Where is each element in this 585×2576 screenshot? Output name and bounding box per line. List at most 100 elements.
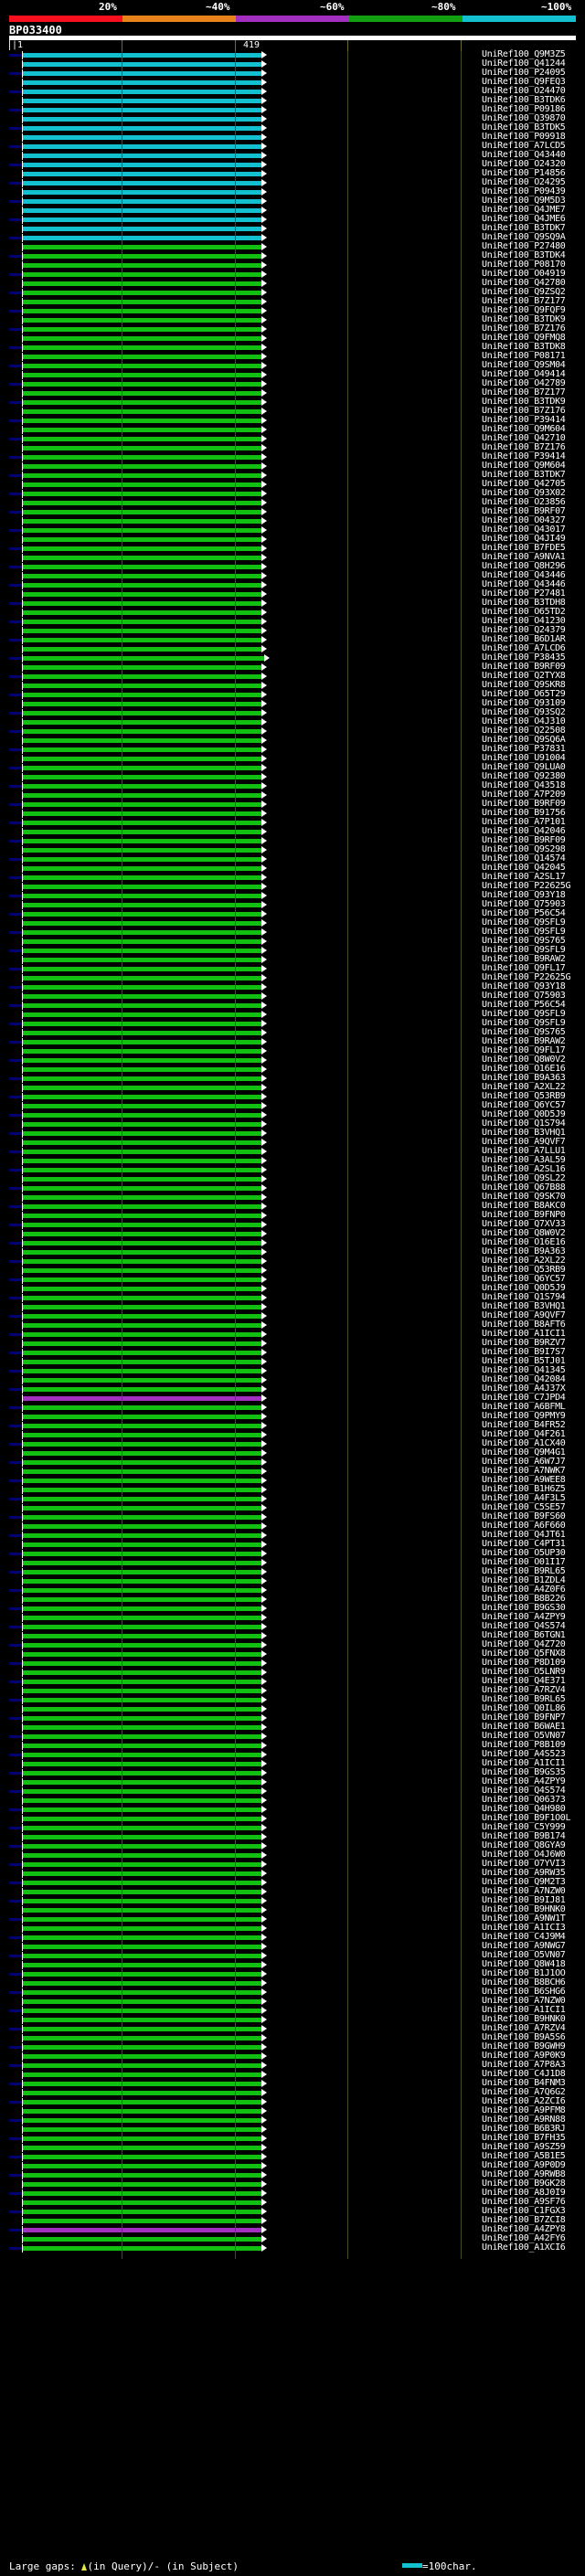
hit-id-label[interactable]: UniRef100_B9HNK0 (482, 2014, 566, 2024)
hsp-segment[interactable] (22, 391, 262, 396)
hsp-segment[interactable] (22, 1661, 262, 1666)
hsp-segment[interactable] (22, 1314, 262, 1319)
hit-row[interactable]: UniRef100_Q4S574 (0, 1622, 585, 1632)
hit-row[interactable]: UniRef100_B6D1AR (0, 635, 585, 645)
hsp-segment[interactable] (22, 684, 262, 688)
hsp-segment[interactable] (22, 1360, 262, 1364)
hit-id-label[interactable]: UniRef100_B1J1OO (482, 1968, 566, 1978)
hsp-segment[interactable] (22, 1570, 262, 1574)
hit-row[interactable]: UniRef100_P09439 (0, 187, 585, 197)
hit-id-label[interactable]: UniRef100_P37831 (482, 744, 566, 754)
hit-id-label[interactable]: UniRef100_O24470 (482, 86, 566, 96)
hit-row[interactable]: UniRef100_Q9SQ9A (0, 233, 585, 243)
hit-id-label[interactable]: UniRef100_B9FNP7 (482, 1712, 566, 1723)
hit-row[interactable]: UniRef100_A4Z0F6 (0, 1585, 585, 1595)
hit-row[interactable]: UniRef100_A7NWK7 (0, 1467, 585, 1477)
hsp-segment[interactable] (22, 528, 262, 533)
hit-id-label[interactable]: UniRef100_P39414 (482, 415, 566, 425)
hsp-segment[interactable] (22, 1214, 262, 1218)
hit-id-label[interactable]: UniRef100_Q9S765 (482, 936, 566, 946)
hit-row[interactable]: UniRef100_A9SZ59 (0, 2143, 585, 2153)
hsp-segment[interactable] (22, 1908, 262, 1913)
hit-row[interactable]: UniRef100_P39414 (0, 452, 585, 462)
hsp-segment[interactable] (22, 1835, 262, 1839)
hit-row[interactable]: UniRef100_O24320 (0, 159, 585, 170)
hit-id-label[interactable]: UniRef100_P09918 (482, 132, 566, 142)
hit-id-label[interactable]: UniRef100_B3TDK7 (482, 223, 566, 233)
hit-id-label[interactable]: UniRef100_B9A363 (482, 1073, 566, 1083)
hsp-segment[interactable] (22, 2200, 262, 2205)
hit-id-label[interactable]: UniRef100_Q9M604 (482, 461, 566, 471)
hit-row[interactable]: UniRef100_A7Q6G2 (0, 2088, 585, 2098)
hsp-segment[interactable] (22, 1031, 262, 1035)
hsp-segment[interactable] (22, 1104, 262, 1108)
hsp-segment[interactable] (22, 1140, 262, 1145)
hit-row[interactable]: UniRef100_Q1S794 (0, 1119, 585, 1129)
hit-id-label[interactable]: UniRef100_Q9FL17 (482, 963, 566, 973)
hit-id-label[interactable]: UniRef100_A7RZV4 (482, 2023, 566, 2033)
hit-id-label[interactable]: UniRef100_Q9FL17 (482, 1045, 566, 1055)
hsp-segment[interactable] (22, 1725, 262, 1730)
hit-id-label[interactable]: UniRef100_Q9SFL9 (482, 1009, 566, 1019)
hit-id-label[interactable]: UniRef100_B8B226 (482, 1594, 566, 1604)
hit-row[interactable]: UniRef100_B3TDK5 (0, 123, 585, 133)
hit-id-label[interactable]: UniRef100_B9GS30 (482, 1603, 566, 1613)
hit-id-label[interactable]: UniRef100_B7FDE5 (482, 543, 566, 553)
hit-row[interactable]: UniRef100_Q9SL22 (0, 1174, 585, 1184)
hit-id-label[interactable]: UniRef100_O24320 (482, 159, 566, 169)
hit-id-label[interactable]: UniRef100_B3TDK4 (482, 250, 566, 260)
hsp-segment[interactable] (22, 1296, 262, 1300)
hit-id-label[interactable]: UniRef100_B9GK28 (482, 2178, 566, 2189)
hit-id-label[interactable]: UniRef100_A4S523 (482, 1749, 566, 1759)
hit-id-label[interactable]: UniRef100_Q4S574 (482, 1786, 566, 1796)
hit-id-label[interactable]: UniRef100_Q41244 (482, 58, 566, 69)
hsp-segment[interactable] (22, 894, 262, 898)
hsp-segment[interactable] (22, 903, 262, 907)
hit-id-label[interactable]: UniRef100_Q9SK70 (482, 1192, 566, 1202)
hsp-segment[interactable] (22, 1250, 262, 1255)
hit-row[interactable]: UniRef100_O5VN07 (0, 1731, 585, 1742)
hit-row[interactable]: UniRef100_B7FH35 (0, 2134, 585, 2144)
hit-id-label[interactable]: UniRef100_O5VN07 (482, 1731, 566, 1741)
hit-id-label[interactable]: UniRef100_A6F660 (482, 1521, 566, 1531)
hit-row[interactable]: UniRef100_A9RN88 (0, 2115, 585, 2125)
hsp-segment[interactable] (22, 2191, 262, 2196)
hit-row[interactable]: UniRef100_Q24379 (0, 626, 585, 636)
hit-id-label[interactable]: UniRef100_P22625G (482, 881, 571, 891)
hit-row[interactable]: UniRef100_A3AL59 (0, 1156, 585, 1166)
hsp-segment[interactable] (22, 1387, 262, 1392)
hsp-segment[interactable] (22, 821, 262, 825)
hit-row[interactable]: UniRef100_B9GWH9 (0, 2042, 585, 2052)
hit-row[interactable]: UniRef100_A7LCD5 (0, 142, 585, 152)
hit-row[interactable]: UniRef100_Q53RB9 (0, 1266, 585, 1276)
hsp-segment[interactable] (22, 1643, 262, 1648)
hit-row[interactable]: UniRef100_Q53RB9 (0, 1092, 585, 1102)
hit-row[interactable]: UniRef100_B6TGN1 (0, 1631, 585, 1641)
hit-row[interactable]: UniRef100_Q42705 (0, 480, 585, 490)
hit-id-label[interactable]: UniRef100_A4Z0F6 (482, 1585, 566, 1595)
hit-id-label[interactable]: UniRef100_Q9PMY9 (482, 1411, 566, 1421)
hit-row[interactable]: UniRef100_B9FS60 (0, 1512, 585, 1522)
hsp-segment[interactable] (22, 647, 262, 652)
hsp-segment[interactable] (22, 711, 262, 716)
hsp-segment[interactable] (22, 1634, 262, 1638)
hit-row[interactable]: UniRef100_A9P0K9 (0, 2051, 585, 2062)
hsp-segment[interactable] (22, 336, 262, 341)
hit-id-label[interactable]: UniRef100_B4FNM3 (482, 2078, 566, 2088)
hit-id-label[interactable]: UniRef100_O4J6W0 (482, 1850, 566, 1860)
hit-id-label[interactable]: UniRef100_B3VHQ1 (482, 1128, 566, 1138)
hit-id-label[interactable]: UniRef100_A1CX40 (482, 1438, 566, 1448)
hsp-segment[interactable] (22, 1552, 262, 1556)
hit-id-label[interactable]: UniRef100_A1ICI1 (482, 1758, 566, 1768)
hit-row[interactable]: UniRef100_A9NWG7 (0, 1942, 585, 1952)
hit-row[interactable]: UniRef100_P8D109 (0, 1659, 585, 1669)
hit-row[interactable]: UniRef100_B9A5S6 (0, 2033, 585, 2043)
hsp-segment[interactable] (22, 2127, 262, 2132)
hsp-segment[interactable] (22, 665, 262, 670)
hit-id-label[interactable]: UniRef100_B8BCH6 (482, 1977, 566, 1988)
hsp-segment[interactable] (22, 1497, 262, 1501)
hit-row[interactable]: UniRef100_Q8W418 (0, 1960, 585, 1970)
hsp-segment[interactable] (22, 1853, 262, 1858)
hsp-segment[interactable] (22, 345, 262, 350)
hsp-segment[interactable] (22, 1268, 262, 1273)
